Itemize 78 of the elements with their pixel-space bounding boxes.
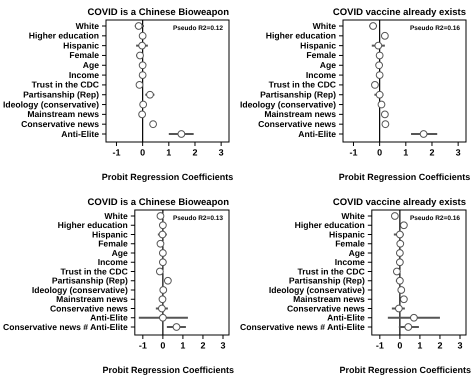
x-axis-title: Probit Regression Coefficients (102, 172, 234, 182)
x-tick-label: 0 (377, 147, 382, 158)
y-tick-label: Hispanic (92, 229, 128, 240)
x-tick-label: 3 (218, 147, 224, 158)
y-tick-label: Ideology (conservative) (240, 99, 336, 110)
x-tick-label: 1 (180, 340, 186, 350)
y-tick-label: Female (306, 50, 336, 60)
y-tick-label: Mainstream news (293, 294, 366, 304)
y-tick-label: Income (98, 257, 128, 267)
y-tick-label: Hispanic (300, 40, 336, 50)
x-tick-label: -1 (376, 340, 384, 350)
y-tick-label: Hispanic (63, 40, 100, 50)
y-tick-label: Hispanic (328, 229, 366, 240)
y-tick-label: Conservative news (258, 118, 336, 129)
y-tick-label: Conservative news (50, 303, 128, 314)
y-tick-label: White (341, 210, 366, 221)
y-tick-label: Anti-Elite (61, 128, 100, 139)
x-tick-label: -1 (138, 340, 147, 350)
y-tick-label: Trust in the CDC (268, 80, 336, 90)
y-tick-label: Trust in the CDC (297, 266, 365, 276)
y-tick-label: Ideology (conservative) (32, 284, 128, 295)
x-axis-title: Probit Regression Coefficients (102, 365, 234, 375)
chart-title: COVID vaccine already exists (332, 197, 466, 208)
y-tick-label: Partisanship (Rep) (23, 89, 100, 100)
y-tick-label: Female (69, 50, 100, 60)
x-tick-label: -1 (112, 147, 120, 158)
y-tick-label: Income (68, 70, 100, 80)
x-tick-label: 2 (437, 340, 442, 350)
y-tick-label: Conservative news # Anti-Elite (240, 322, 366, 332)
x-tick-label: 3 (457, 340, 462, 350)
y-tick-label: Income (306, 70, 336, 80)
y-tick-label: Anti-Elite (298, 128, 336, 139)
y-tick-label: Conservative news (286, 303, 366, 314)
y-tick-label: Age (320, 60, 336, 70)
y-tick-label: Trust in the CDC (60, 266, 128, 276)
y-tick-label: Partisanship (Rep) (288, 276, 365, 286)
y-tick-label: Female (335, 238, 366, 248)
y-tick-label: Higher education (294, 220, 365, 230)
y-tick-label: White (104, 210, 128, 221)
y-tick-label: Mainstream news (27, 109, 100, 120)
y-tick-label: Mainstream news (264, 109, 336, 120)
x-tick-label: -1 (349, 147, 358, 158)
x-tick-label: 0 (160, 340, 166, 350)
y-tick-label: Ideology (conservative) (268, 284, 365, 295)
y-tick-label: Age (82, 60, 100, 70)
y-tick-label: White (312, 20, 336, 31)
chart-title: COVID vaccine already exists (332, 7, 466, 18)
y-tick-label: Trust in the CDC (32, 80, 99, 90)
y-tick-label: Mainstream news (56, 294, 128, 304)
x-tick-label: 2 (429, 147, 434, 158)
x-axis-title: Probit Regression Coefficients (339, 365, 471, 375)
chart-title: COVID is a Chinese Bioweapon (88, 197, 230, 208)
x-tick-label: 2 (200, 340, 206, 350)
x-tick-label: 1 (166, 147, 172, 158)
x-tick-label: 0 (397, 340, 402, 350)
y-tick-label: Anti-Elite (327, 312, 366, 322)
y-tick-label: Conservative news # Anti-Elite (3, 322, 128, 332)
y-tick-label: Income (334, 257, 366, 267)
chart-title: COVID is a Chinese Bioweapon (88, 7, 230, 18)
y-tick-label: Higher education (28, 30, 99, 41)
y-tick-label: Conservative news (21, 118, 100, 129)
y-tick-label: Age (112, 248, 128, 258)
y-tick-label: Partisanship (Rep) (52, 276, 128, 286)
x-tick-label: 2 (192, 147, 198, 158)
x-tick-label: 1 (417, 340, 422, 350)
x-axis-title: Probit Regression Coefficients (338, 172, 470, 182)
x-tick-label: 1 (403, 147, 408, 158)
y-tick-label: Higher education (266, 30, 336, 41)
y-tick-label: Age (348, 248, 366, 258)
y-tick-label: Higher education (58, 220, 128, 230)
y-tick-label: Ideology (conservative) (3, 99, 100, 110)
y-tick-label: Partisanship (Rep) (260, 89, 336, 100)
x-tick-label: 3 (456, 147, 461, 158)
x-tick-label: 0 (140, 147, 146, 158)
y-tick-label: White (76, 20, 100, 31)
y-tick-label: Anti-Elite (90, 312, 128, 322)
x-tick-label: 3 (220, 340, 226, 350)
y-tick-label: Female (98, 238, 128, 248)
